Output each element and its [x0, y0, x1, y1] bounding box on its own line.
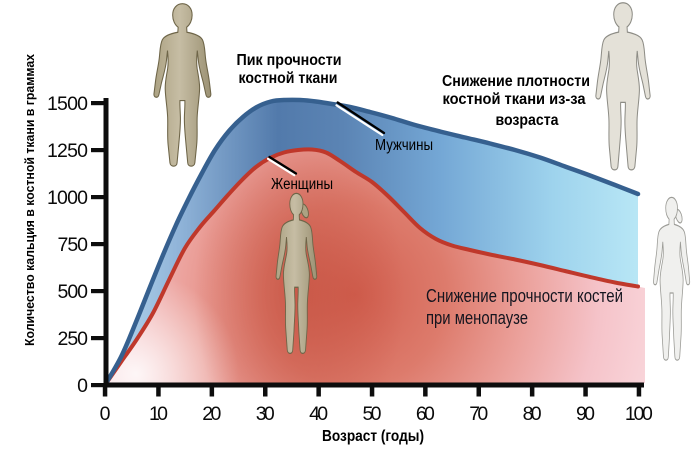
svg-text:30: 30: [256, 403, 275, 425]
svg-text:70: 70: [469, 403, 488, 425]
svg-text:10: 10: [149, 403, 168, 425]
svg-text:750: 750: [58, 234, 89, 256]
svg-text:костной ткани: костной ткани: [239, 70, 338, 87]
svg-text:Количество кальция в костной т: Количество кальция в костной ткани в гра…: [22, 53, 37, 346]
svg-text:250: 250: [58, 328, 89, 350]
svg-text:90: 90: [576, 403, 595, 425]
svg-text:Снижение прочности костей: Снижение прочности костей: [426, 286, 623, 306]
svg-text:при менопаузе: при менопаузе: [426, 308, 528, 328]
svg-text:1500: 1500: [47, 93, 88, 115]
svg-text:500: 500: [58, 281, 89, 303]
svg-text:1000: 1000: [47, 187, 88, 209]
svg-text:1250: 1250: [47, 140, 88, 162]
svg-text:0: 0: [77, 375, 88, 397]
svg-text:50: 50: [363, 403, 382, 425]
svg-text:Женщины: Женщины: [271, 176, 333, 193]
svg-text:Возраст (годы): Возраст (годы): [322, 428, 424, 445]
svg-text:60: 60: [416, 403, 435, 425]
svg-text:костной ткани из-за: костной ткани из-за: [443, 91, 586, 108]
svg-text:Мужчины: Мужчины: [375, 137, 433, 154]
svg-text:возраста: возраста: [496, 112, 559, 129]
svg-text:0: 0: [100, 403, 111, 425]
svg-text:80: 80: [523, 403, 542, 425]
svg-text:100: 100: [625, 403, 653, 425]
svg-text:20: 20: [202, 403, 221, 425]
svg-text:Пик прочности: Пик прочности: [237, 52, 342, 69]
svg-text:40: 40: [309, 403, 328, 425]
svg-text:Снижение плотности: Снижение плотности: [442, 73, 590, 90]
